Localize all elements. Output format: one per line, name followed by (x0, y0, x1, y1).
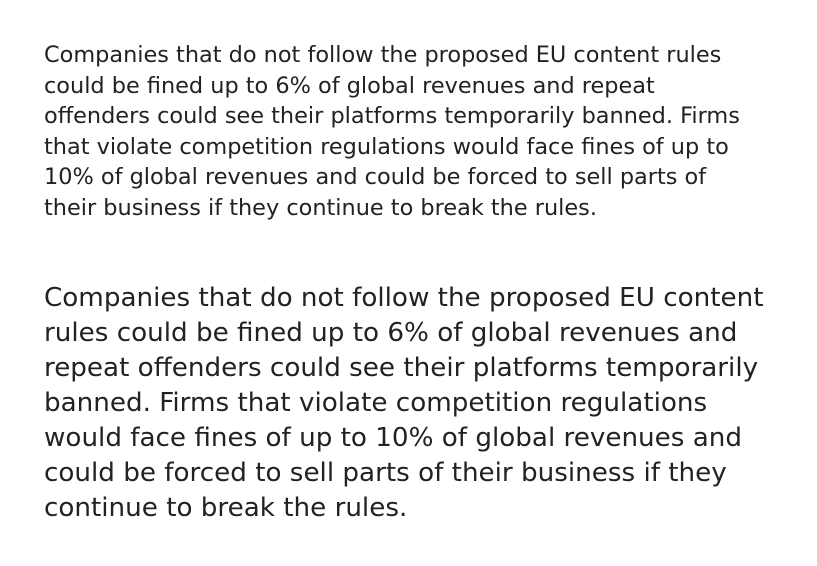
paragraph-large-text: Companies that do not follow the propose… (44, 283, 764, 523)
paragraph-small-text: Companies that do not follow the propose… (44, 42, 740, 221)
